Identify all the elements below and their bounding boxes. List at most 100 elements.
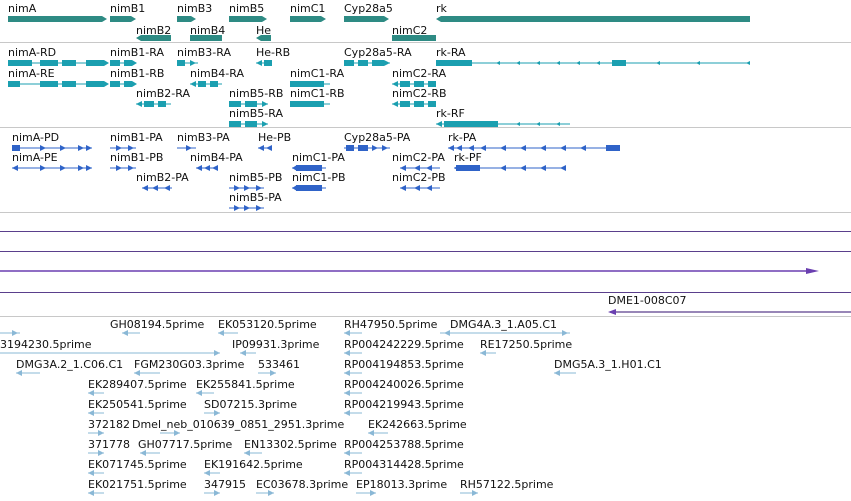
protein-label[interactable]: nimA-PE [12, 151, 58, 164]
protein-label[interactable]: nimC2-PB [392, 171, 446, 184]
est-label[interactable]: RP004240026.5prime [344, 378, 464, 391]
est-glyph[interactable] [240, 350, 256, 356]
gene-nimB4-glyph[interactable] [190, 35, 222, 41]
rna-label[interactable]: nimB2-RA [136, 87, 190, 100]
est-label[interactable]: GH07717.5prime [138, 438, 233, 451]
rna-label[interactable]: He-RB [256, 46, 291, 59]
est-label[interactable]: EK242663.5prime [368, 418, 467, 431]
clone-glyph[interactable] [0, 294, 851, 316]
protein-nimB1-PA-glyph[interactable] [110, 145, 136, 151]
est-glyph[interactable] [344, 410, 362, 416]
rna-nimB1-RA-glyph[interactable] [110, 60, 137, 66]
rna-Cyp28a5-RA-glyph[interactable] [344, 60, 390, 66]
protein-nimB5-PB-glyph[interactable] [229, 185, 264, 191]
protein-nimC1-PB-glyph[interactable] [292, 185, 326, 191]
protein-rk-PF-glyph[interactable] [454, 165, 566, 171]
protein-nimC1-PA-glyph[interactable] [292, 165, 326, 171]
est-label[interactable]: SD07215.3prime [204, 398, 297, 411]
est-label[interactable]: IP09931.3prime [232, 338, 320, 351]
protein-nimC2-PA-glyph[interactable] [400, 165, 440, 171]
gene-nimB3-glyph[interactable] [177, 16, 196, 22]
est-glyph[interactable] [160, 430, 180, 436]
protein-label[interactable]: nimB5-PB [229, 171, 283, 184]
rna-nimA-RD-glyph[interactable] [8, 60, 109, 66]
est-glyph[interactable] [356, 490, 376, 496]
rna-label[interactable]: rk-RF [436, 107, 465, 120]
est-glyph[interactable] [554, 370, 576, 376]
rna-label[interactable]: nimC1-RB [290, 87, 345, 100]
est-glyph[interactable] [122, 330, 140, 336]
protein-nimB2-PA-glyph[interactable] [142, 185, 172, 191]
est-label[interactable]: EK289407.5prime [88, 378, 187, 391]
gene-label[interactable]: Cyp28a5 [344, 2, 393, 15]
protein-label[interactable]: nimA-PD [12, 131, 60, 144]
rna-label[interactable]: nimB1-RB [110, 67, 165, 80]
protein-label[interactable]: nimB1-PA [110, 131, 163, 144]
rna-label[interactable]: nimB5-RB [229, 87, 284, 100]
rna-label[interactable]: nimB4-RA [190, 67, 244, 80]
est-glyph[interactable] [0, 350, 220, 356]
est-glyph[interactable] [88, 490, 104, 496]
sequence-line[interactable] [0, 251, 851, 252]
est-label[interactable]: EK021751.5prime [88, 478, 187, 491]
est-glyph[interactable] [88, 390, 104, 396]
est-label[interactable]: GH08194.5prime [110, 318, 205, 331]
est-label[interactable]: RP004219943.5prime [344, 398, 464, 411]
gene-label[interactable]: nimB1 [110, 2, 146, 15]
gene-Cyp28a5-glyph[interactable] [344, 16, 389, 22]
est-glyph[interactable] [368, 430, 388, 436]
rna-label[interactable]: nimB1-RA [110, 46, 164, 59]
est-label[interactable]: 372182 [88, 418, 130, 431]
protein-nimB3-PA-glyph[interactable] [177, 145, 196, 151]
est-label[interactable]: RP004194853.5prime [344, 358, 464, 371]
est-label[interactable]: RP004242229.5prime [344, 338, 464, 351]
est-label[interactable]: Dmel_neb_010639_0851_2951.3prime [132, 418, 345, 431]
est-label[interactable]: DMG5A.3_1.H01.C1 [554, 358, 662, 371]
rna-nimB3-RA-glyph[interactable] [177, 60, 198, 66]
est-label[interactable]: EK191642.5prime [204, 458, 303, 471]
protein-rk-PA-glyph[interactable] [448, 145, 620, 151]
est-glyph[interactable] [460, 490, 478, 496]
gene-label[interactable]: nimB4 [190, 24, 226, 37]
clone-label[interactable]: DME1-008C07 [608, 294, 687, 307]
gene-label[interactable]: nimC1 [290, 2, 326, 15]
gene-nimC1-glyph[interactable] [290, 16, 326, 22]
protein-nimB4-PA-glyph[interactable] [196, 165, 218, 171]
rna-nimC2-RA-glyph[interactable] [392, 81, 436, 87]
protein-nimB1-PB-glyph[interactable] [110, 165, 136, 171]
rna-nimA-RE-glyph[interactable] [8, 81, 109, 87]
est-label[interactable]: EN13302.5prime [244, 438, 337, 451]
rna-label[interactable]: Cyp28a5-RA [344, 46, 412, 59]
est-label[interactable]: 347915 [204, 478, 246, 491]
est-label[interactable]: RH57122.5prime [460, 478, 554, 491]
rna-nimC1-RA-glyph[interactable] [290, 81, 330, 87]
est-label[interactable]: DMG4A.3_1.A05.C1 [450, 318, 558, 331]
rna-nimC1-RB-glyph[interactable] [290, 101, 330, 107]
est-label[interactable]: FGM230G03.3prime [134, 358, 245, 371]
protein-nimC2-PB-glyph[interactable] [400, 185, 440, 191]
protein-label[interactable]: nimB3-PA [177, 131, 230, 144]
est-glyph[interactable] [256, 490, 274, 496]
est-glyph[interactable] [0, 330, 20, 336]
est-label[interactable]: 371778 [88, 438, 130, 451]
gene-label[interactable]: rk [436, 2, 447, 15]
est-label[interactable]: RP004314428.5prime [344, 458, 464, 471]
protein-label[interactable]: nimC1-PB [292, 171, 346, 184]
protein-label[interactable]: nimB1-PB [110, 151, 164, 164]
arrow-line[interactable] [0, 266, 851, 276]
rna-label[interactable]: nimC2-RB [392, 87, 447, 100]
est-label[interactable]: EK255841.5prime [196, 378, 295, 391]
sequence-line[interactable] [0, 231, 851, 232]
protein-nimA-PE-glyph[interactable] [12, 165, 92, 171]
est-glyph[interactable] [204, 470, 220, 476]
est-glyph[interactable] [16, 370, 40, 376]
est-glyph[interactable] [258, 370, 276, 376]
est-glyph[interactable] [218, 330, 238, 336]
protein-label[interactable]: nimC2-PA [392, 151, 445, 164]
est-label[interactable]: DMG3A.2_1.C06.C1 [16, 358, 124, 371]
est-glyph[interactable] [344, 330, 362, 336]
est-glyph[interactable] [140, 450, 160, 456]
est-glyph[interactable] [344, 350, 362, 356]
rna-He-RB-glyph[interactable] [256, 60, 272, 66]
rna-nimC2-RB-glyph[interactable] [392, 101, 436, 107]
